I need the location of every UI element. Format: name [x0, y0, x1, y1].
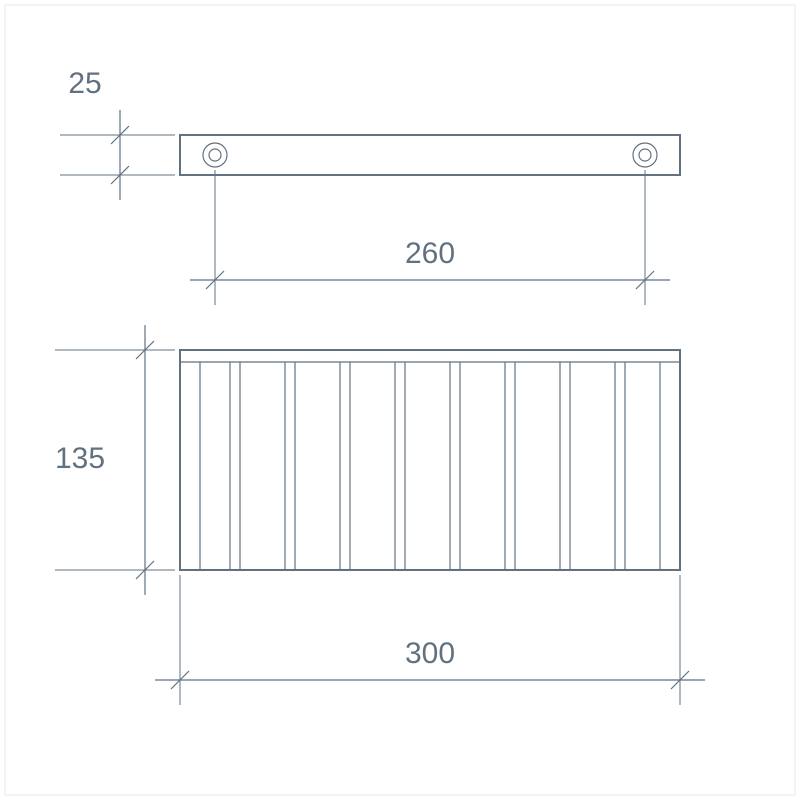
dim-135-label: 135	[55, 442, 105, 475]
dim-25-label: 25	[68, 67, 101, 100]
dim-300-label: 300	[405, 637, 455, 670]
dim-260-label: 260	[405, 237, 455, 270]
